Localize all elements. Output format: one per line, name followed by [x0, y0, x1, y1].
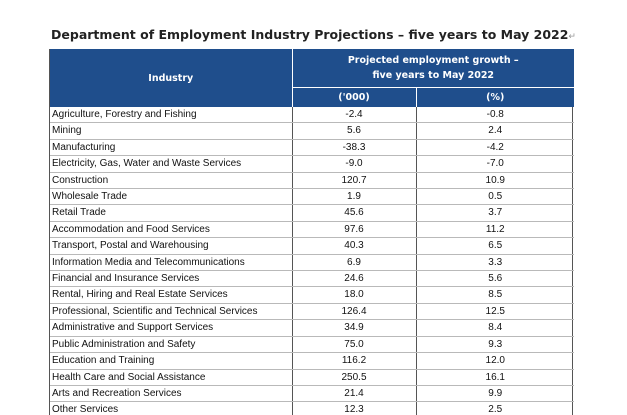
table-row: Mining 5.6 2.4 [50, 122, 575, 140]
cell-growth-percent: -4.2 [416, 139, 575, 157]
cell-industry: Education and Training [50, 352, 293, 370]
table-row: Administrative and Support Services 34.9 8… [50, 319, 575, 337]
title-text: Department of Employment Industry Projec… [51, 27, 569, 42]
cell-industry: Construction [50, 172, 293, 190]
cell-industry: Mining [50, 122, 293, 140]
cell-growth-percent: -0.8 [416, 107, 575, 124]
cell-industry: Other Services [50, 401, 293, 415]
cell-industry: Electricity, Gas, Water and Waste Servic… [50, 155, 293, 173]
cell-growth-percent: 12.5 [416, 303, 575, 321]
cell-growth-thousands: 126.4 [292, 303, 417, 321]
cell-growth-thousands: -38.3 [292, 139, 417, 157]
table-row: Agriculture, Forestry and Fishing -2.4 -0.… [50, 107, 575, 124]
cell-growth-percent: 8.5 [416, 286, 575, 304]
header-growth: Projected employment growth – five years… [292, 49, 575, 88]
cell-industry: Manufacturing [50, 139, 293, 157]
cell-industry: Agriculture, Forestry and Fishing [50, 107, 293, 124]
table-row: Accommodation and Food Services 97.6 11.2 [50, 221, 575, 239]
table-row: Education and Training 116.2 12.0 [50, 352, 575, 370]
cell-growth-percent: 9.3 [416, 336, 575, 354]
cell-industry: Wholesale Trade [50, 188, 293, 206]
page-title: Department of Employment Industry Projec… [0, 27, 627, 42]
table-row: Rental, Hiring and Real Estate Services 1… [50, 286, 575, 304]
cell-growth-percent: 11.2 [416, 221, 575, 239]
cell-growth-thousands: 75.0 [292, 336, 417, 354]
cell-growth-thousands: -2.4 [292, 107, 417, 124]
table-row: Other Services 12.3 2.5 [50, 401, 574, 415]
cell-growth-percent: 6.5 [416, 237, 575, 255]
cell-growth-thousands: 34.9 [292, 319, 417, 337]
cell-growth-percent: 3.7 [416, 204, 575, 222]
paragraph-mark-icon: ↵ [568, 32, 576, 42]
table-row: Professional, Scientific and Technical S… [50, 303, 575, 321]
cell-growth-thousands: 12.3 [292, 401, 417, 415]
cell-growth-percent: 9.9 [416, 385, 575, 403]
cell-industry: Retail Trade [50, 204, 293, 222]
cell-industry: Professional, Scientific and Technical S… [50, 303, 293, 321]
cell-growth-percent: 3.3 [416, 254, 575, 272]
cell-growth-thousands: 1.9 [292, 188, 417, 206]
cell-industry: Public Administration and Safety [50, 336, 293, 354]
cell-growth-percent: 8.4 [416, 319, 575, 337]
cell-growth-thousands: 5.6 [292, 122, 417, 140]
cell-growth-thousands: 21.4 [292, 385, 417, 403]
table-row: Retail Trade 45.6 3.7 [50, 204, 575, 222]
cell-growth-thousands: 250.5 [292, 369, 417, 386]
table-row: Financial and Insurance Services 24.6 5.6 [50, 270, 575, 288]
table-row: Manufacturing -38.3 -4.2 [50, 139, 575, 157]
cell-growth-thousands: 97.6 [292, 221, 417, 239]
cell-growth-thousands: 45.6 [292, 204, 417, 222]
cell-industry: Information Media and Telecommunications [50, 254, 293, 272]
cell-industry: Administrative and Support Services [50, 319, 293, 337]
cell-growth-percent: 5.6 [416, 270, 575, 288]
projections-table-container: Industry Projected employment growth – f… [49, 49, 575, 415]
cell-growth-percent: 10.9 [416, 172, 575, 190]
projections-table: Industry Projected employment growth – f… [50, 49, 575, 415]
cell-growth-percent: 2.4 [416, 122, 575, 140]
cell-industry: Health Care and Social Assistance [50, 369, 293, 386]
cell-industry: Arts and Recreation Services [50, 385, 293, 403]
cell-industry: Transport, Postal and Warehousing [50, 237, 293, 255]
header-industry: Industry [50, 49, 293, 107]
cell-growth-percent: 2.5 [488, 404, 503, 415]
cell-growth-thousands: -9.0 [292, 155, 417, 173]
table-row: Electricity, Gas, Water and Waste Servic… [50, 155, 575, 173]
cell-growth-percent: 12.0 [416, 352, 575, 370]
table-row: Health Care and Social Assistance 250.5 16… [50, 369, 575, 386]
header-unit-thousands: ('000) [292, 87, 417, 107]
cell-industry: Accommodation and Food Services [50, 221, 293, 239]
cell-growth-thousands: 116.2 [292, 352, 417, 370]
cell-growth-thousands: 120.7 [292, 172, 417, 190]
cell-growth-thousands: 6.9 [292, 254, 417, 272]
table-row: Arts and Recreation Services 21.4 9.9 [50, 385, 575, 403]
table-row: Construction 120.7 10.9 [50, 172, 575, 190]
table-row: Transport, Postal and Warehousing 40.3 6.5 [50, 237, 575, 255]
table-body: Agriculture, Forestry and Fishing -2.4 -0.… [50, 107, 575, 415]
cell-growth-percent: -7.0 [416, 155, 575, 173]
cell-industry: Rental, Hiring and Real Estate Services [50, 286, 293, 304]
header-growth-line2: five years to May 2022 [372, 70, 495, 81]
cell-growth-thousands: 24.6 [292, 270, 417, 288]
cell-growth-percent: 16.1 [416, 369, 575, 386]
cell-industry: Financial and Insurance Services [50, 270, 293, 288]
table-row: Public Administration and Safety 75.0 9.3 [50, 336, 575, 354]
table-header: Industry Projected employment growth – f… [50, 49, 575, 107]
cell-growth-thousands: 40.3 [292, 237, 417, 255]
table-row: Information Media and Telecommunications… [50, 254, 575, 272]
table-row: Wholesale Trade 1.9 0.5 [50, 188, 575, 206]
header-growth-line1: Projected employment growth – [347, 55, 519, 66]
cell-growth-percent: 0.5 [416, 188, 575, 206]
cell-growth-thousands: 18.0 [292, 286, 417, 304]
header-unit-percent: (%) [416, 87, 575, 107]
